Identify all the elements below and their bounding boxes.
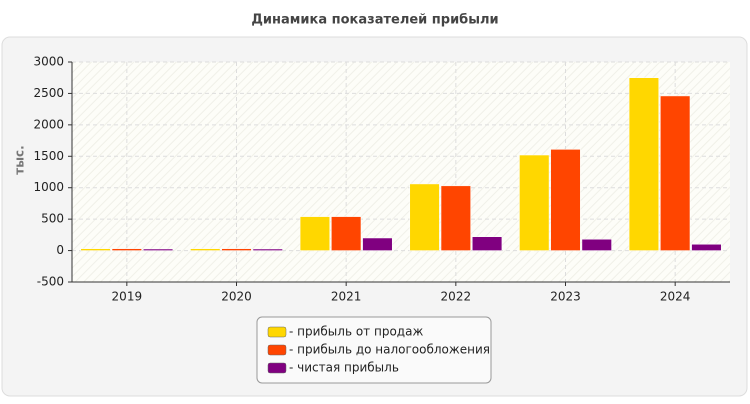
bar bbox=[440, 185, 471, 251]
y-tick-label: 500 bbox=[41, 212, 64, 226]
bar bbox=[299, 216, 330, 251]
legend-swatch bbox=[267, 362, 287, 374]
legend bbox=[256, 316, 492, 384]
bar bbox=[550, 149, 581, 251]
bar bbox=[660, 95, 691, 251]
x-tick-label: 2019 bbox=[112, 290, 143, 304]
bar bbox=[362, 237, 393, 251]
bar bbox=[221, 248, 252, 251]
y-tick-label: 2000 bbox=[33, 117, 64, 131]
x-tick-label: 2024 bbox=[660, 290, 691, 304]
y-axis-label: тыс. bbox=[13, 145, 27, 174]
legend-label: - прибыль до налогообложения bbox=[289, 343, 490, 357]
bar bbox=[472, 236, 503, 251]
y-tick-label: 3000 bbox=[33, 55, 64, 69]
x-tick-label: 2021 bbox=[331, 290, 362, 304]
bar bbox=[581, 239, 612, 251]
bar bbox=[628, 77, 659, 251]
legend-swatch bbox=[267, 344, 287, 356]
x-tick-label: 2020 bbox=[221, 290, 252, 304]
bar bbox=[252, 248, 283, 251]
chart-title: Динамика показателей прибыли bbox=[251, 13, 498, 28]
y-tick-label: 1000 bbox=[33, 180, 64, 194]
y-tick-label: 0 bbox=[56, 243, 64, 257]
bar bbox=[409, 183, 440, 251]
bar bbox=[519, 154, 550, 251]
legend-swatch bbox=[267, 326, 287, 338]
x-tick-label: 2022 bbox=[441, 290, 472, 304]
y-tick-label: -500 bbox=[37, 275, 64, 289]
plot-area bbox=[72, 62, 730, 282]
legend-label: - прибыль от продаж bbox=[289, 325, 423, 339]
bar bbox=[111, 248, 142, 251]
y-tick-label: 1500 bbox=[33, 149, 64, 163]
bar bbox=[143, 248, 174, 251]
bar bbox=[691, 244, 722, 251]
y-tick-label: 2500 bbox=[33, 86, 64, 100]
bar bbox=[80, 248, 111, 251]
bar bbox=[331, 216, 362, 251]
x-tick-label: 2023 bbox=[550, 290, 581, 304]
legend-label: - чистая прибыль bbox=[289, 361, 399, 375]
bar bbox=[190, 248, 221, 251]
